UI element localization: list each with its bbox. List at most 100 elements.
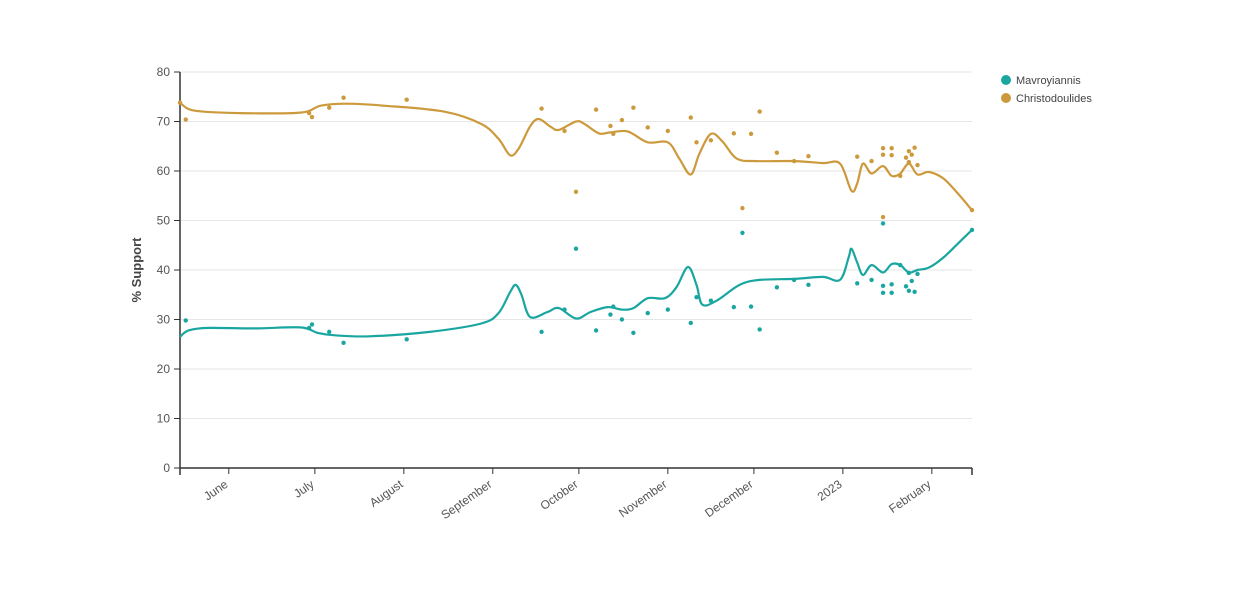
poll-point-mavroyiannis[interactable] <box>619 317 625 322</box>
poll-point-mavroyiannis[interactable] <box>573 246 579 251</box>
poll-point-christodoulides[interactable] <box>869 158 874 164</box>
poll-point-mavroyiannis[interactable] <box>183 318 188 323</box>
poll-point-mavroyiannis[interactable] <box>539 329 544 335</box>
x-tick-label: November <box>616 477 669 520</box>
poll-point-christodoulides[interactable] <box>619 117 625 123</box>
poll-point-mavroyiannis[interactable] <box>309 322 315 327</box>
gridlines <box>180 71 972 469</box>
x-tick-label: December <box>702 477 755 520</box>
poll-point-christodoulides[interactable] <box>757 109 762 114</box>
poll-point-christodoulides[interactable] <box>611 131 616 137</box>
poll-point-mavroyiannis[interactable] <box>880 290 886 295</box>
poll-point-mavroyiannis[interactable] <box>915 271 920 277</box>
poll-point-christodoulides[interactable] <box>341 95 346 100</box>
poll-point-mavroyiannis[interactable] <box>906 270 912 276</box>
poll-point-christodoulides[interactable] <box>539 106 544 111</box>
poll-point-christodoulides[interactable] <box>306 110 312 116</box>
poll-point-mavroyiannis[interactable] <box>740 230 745 236</box>
y-tick-label: 30 <box>157 313 171 327</box>
poll-point-christodoulides[interactable] <box>880 214 886 220</box>
poll-point-christodoulides[interactable] <box>309 114 315 120</box>
series-mavroyiannis <box>179 221 975 345</box>
poll-point-mavroyiannis[interactable] <box>611 304 616 309</box>
poll-point-mavroyiannis[interactable] <box>906 288 912 293</box>
poll-point-mavroyiannis[interactable] <box>880 221 886 226</box>
series-christodoulides <box>177 95 975 220</box>
poll-point-christodoulides[interactable] <box>562 128 567 134</box>
poll-point-mavroyiannis[interactable] <box>889 290 894 295</box>
poll-point-mavroyiannis[interactable] <box>306 325 312 331</box>
poll-point-christodoulides[interactable] <box>774 150 780 155</box>
poll-point-christodoulides[interactable] <box>645 125 650 130</box>
poll-point-mavroyiannis[interactable] <box>688 320 693 326</box>
poll-point-mavroyiannis[interactable] <box>969 227 975 233</box>
poll-point-mavroyiannis[interactable] <box>327 329 332 335</box>
poll-point-mavroyiannis[interactable] <box>757 327 762 332</box>
poll-point-christodoulides[interactable] <box>880 152 886 157</box>
poll-point-christodoulides[interactable] <box>593 107 599 112</box>
poll-point-mavroyiannis[interactable] <box>645 310 650 316</box>
poll-point-mavroyiannis[interactable] <box>806 282 811 288</box>
poll-point-christodoulides[interactable] <box>889 146 894 151</box>
x-tick-label: June <box>201 477 231 504</box>
y-tick-label: 60 <box>157 164 171 178</box>
poll-point-christodoulides[interactable] <box>665 128 671 134</box>
legend-item-christodoulides[interactable]: Christodoulides <box>1001 93 1092 105</box>
poll-point-christodoulides[interactable] <box>909 152 914 157</box>
poll-point-christodoulides[interactable] <box>791 158 797 164</box>
poll-point-christodoulides[interactable] <box>806 153 811 159</box>
poll-point-mavroyiannis[interactable] <box>889 282 894 287</box>
poll-point-mavroyiannis[interactable] <box>404 337 409 342</box>
poll-point-christodoulides[interactable] <box>748 131 754 137</box>
legend-label: Mavroyiannis <box>1016 75 1081 87</box>
y-tick-label: 0 <box>163 461 170 475</box>
poll-point-christodoulides[interactable] <box>708 138 714 143</box>
poll-point-mavroyiannis[interactable] <box>855 281 860 286</box>
poll-point-christodoulides[interactable] <box>855 154 860 159</box>
poll-point-mavroyiannis[interactable] <box>791 277 797 283</box>
poll-point-christodoulides[interactable] <box>631 105 636 110</box>
poll-point-mavroyiannis[interactable] <box>665 307 671 312</box>
poll-point-christodoulides[interactable] <box>177 100 183 105</box>
poll-point-christodoulides[interactable] <box>903 155 909 160</box>
poll-point-christodoulides[interactable] <box>880 146 886 151</box>
poll-point-christodoulides[interactable] <box>898 173 903 179</box>
poll-point-mavroyiannis[interactable] <box>903 284 909 289</box>
poll-point-mavroyiannis[interactable] <box>608 312 613 317</box>
poll-point-mavroyiannis[interactable] <box>748 304 754 309</box>
poll-point-mavroyiannis[interactable] <box>898 262 903 268</box>
poll-point-christodoulides[interactable] <box>688 115 693 120</box>
poll-point-christodoulides[interactable] <box>694 140 699 145</box>
y-tick-label: 20 <box>157 362 171 376</box>
poll-point-mavroyiannis[interactable] <box>631 330 636 336</box>
poll-point-mavroyiannis[interactable] <box>694 295 699 300</box>
y-tick-label: 70 <box>157 115 171 129</box>
poll-point-christodoulides[interactable] <box>608 123 613 129</box>
poll-point-mavroyiannis[interactable] <box>774 285 780 290</box>
poll-point-mavroyiannis[interactable] <box>593 328 599 333</box>
legend-swatch <box>1001 93 1011 103</box>
poll-point-mavroyiannis[interactable] <box>909 278 914 284</box>
poll-point-mavroyiannis[interactable] <box>880 283 886 289</box>
poll-point-christodoulides[interactable] <box>573 189 579 194</box>
poll-point-mavroyiannis[interactable] <box>708 298 714 303</box>
poll-point-christodoulides[interactable] <box>731 131 737 136</box>
poll-point-christodoulides[interactable] <box>969 207 975 213</box>
poll-point-christodoulides[interactable] <box>906 149 912 154</box>
poll-point-christodoulides[interactable] <box>915 162 920 168</box>
poll-point-christodoulides[interactable] <box>183 117 188 122</box>
poll-point-mavroyiannis[interactable] <box>562 307 567 312</box>
poll-point-christodoulides[interactable] <box>912 145 917 150</box>
poll-point-christodoulides[interactable] <box>889 152 894 158</box>
poll-point-christodoulides[interactable] <box>327 105 332 110</box>
y-tick-label: 10 <box>157 412 171 426</box>
poll-point-mavroyiannis[interactable] <box>341 340 346 345</box>
poll-point-mavroyiannis[interactable] <box>869 277 874 283</box>
poll-point-mavroyiannis[interactable] <box>912 289 917 294</box>
poll-point-christodoulides[interactable] <box>740 205 745 211</box>
poll-point-christodoulides[interactable] <box>906 159 912 165</box>
legend-item-mavroyiannis[interactable]: Mavroyiannis <box>1001 75 1081 87</box>
poll-point-christodoulides[interactable] <box>404 97 409 102</box>
poll-point-mavroyiannis[interactable] <box>731 304 737 310</box>
